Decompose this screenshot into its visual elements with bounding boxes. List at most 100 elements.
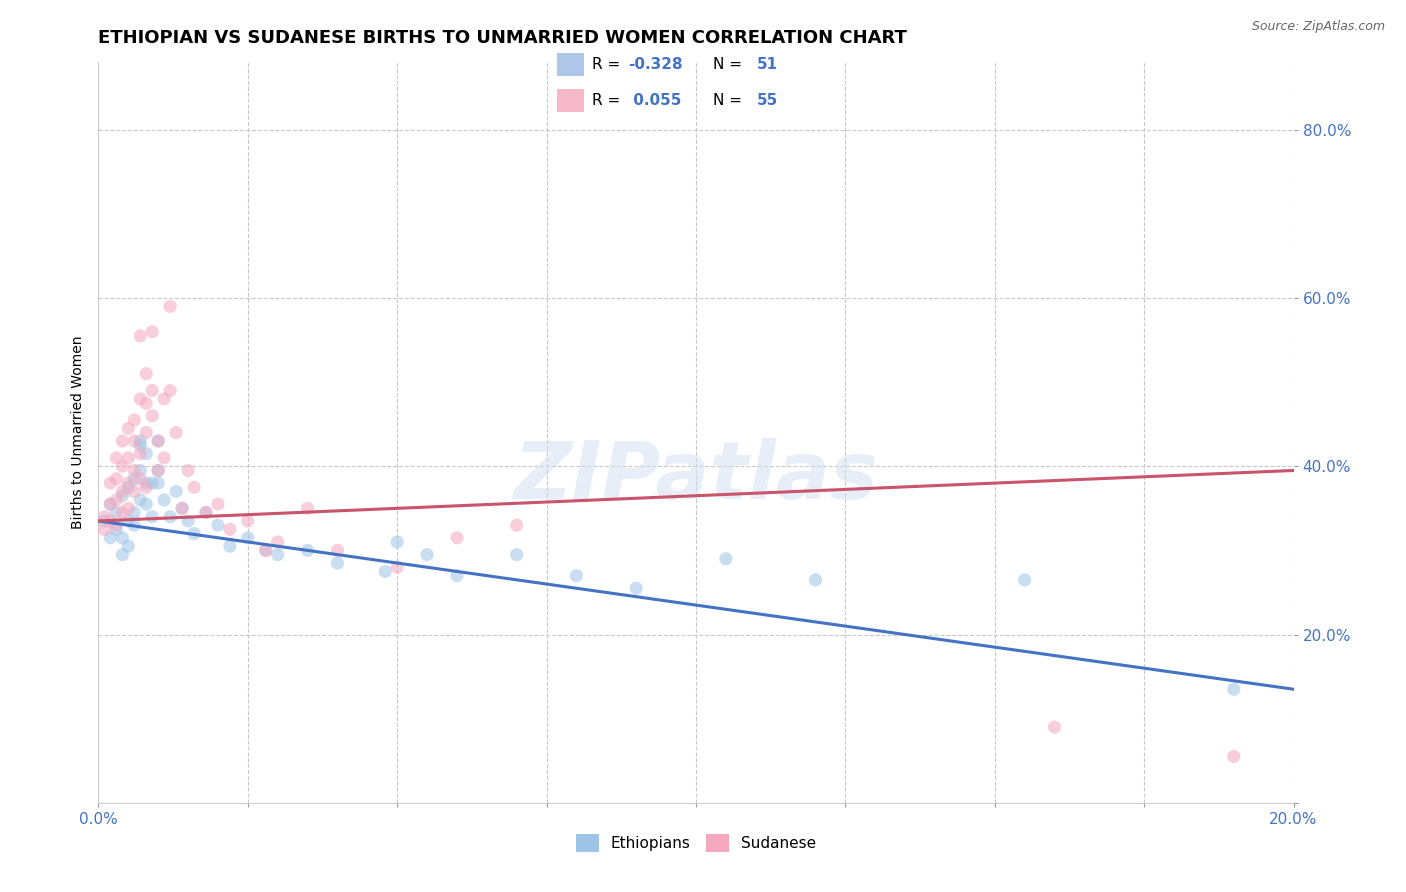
- Point: [93, 509, 115, 524]
- Point: [1223, 749, 1246, 764]
- Point: [326, 543, 349, 558]
- Point: [141, 325, 163, 339]
- Point: [141, 476, 163, 491]
- Point: [148, 476, 170, 491]
- Point: [129, 492, 152, 507]
- Point: [219, 522, 242, 536]
- Point: [129, 472, 152, 486]
- Point: [385, 535, 409, 549]
- Point: [129, 392, 152, 406]
- Point: [254, 543, 277, 558]
- Point: [98, 531, 122, 545]
- Point: [111, 548, 134, 562]
- Text: R =: R =: [592, 93, 626, 108]
- Point: [326, 556, 349, 570]
- Point: [172, 501, 194, 516]
- Point: [105, 522, 128, 536]
- Point: [297, 543, 319, 558]
- Point: [135, 476, 157, 491]
- Point: [111, 459, 134, 474]
- Y-axis label: Births to Unmarried Women: Births to Unmarried Women: [70, 336, 84, 529]
- Point: [124, 484, 146, 499]
- Point: [159, 384, 181, 398]
- Point: [129, 434, 152, 448]
- Point: [135, 480, 157, 494]
- Point: [159, 509, 181, 524]
- Point: [148, 434, 170, 448]
- Point: [105, 472, 128, 486]
- Point: [148, 434, 170, 448]
- Point: [141, 409, 163, 423]
- Point: [159, 300, 181, 314]
- Text: R =: R =: [592, 57, 626, 71]
- Point: [626, 581, 648, 595]
- Point: [98, 514, 122, 528]
- Point: [1014, 573, 1036, 587]
- Point: [98, 476, 122, 491]
- Point: [385, 560, 409, 574]
- Point: [1043, 720, 1066, 734]
- Point: [446, 531, 468, 545]
- Point: [1223, 682, 1246, 697]
- Point: [111, 434, 134, 448]
- Point: [117, 450, 139, 465]
- Point: [506, 518, 529, 533]
- Point: [129, 438, 152, 452]
- Point: [117, 501, 139, 516]
- Text: ETHIOPIAN VS SUDANESE BIRTHS TO UNMARRIED WOMEN CORRELATION CHART: ETHIOPIAN VS SUDANESE BIRTHS TO UNMARRIE…: [98, 29, 907, 47]
- Point: [374, 565, 396, 579]
- Point: [124, 518, 146, 533]
- Point: [195, 506, 218, 520]
- Text: 51: 51: [756, 57, 778, 71]
- Point: [183, 480, 205, 494]
- Point: [93, 522, 115, 536]
- Point: [124, 472, 146, 486]
- Point: [172, 501, 194, 516]
- Point: [446, 568, 468, 582]
- Point: [111, 531, 134, 545]
- Point: [117, 514, 139, 528]
- Bar: [557, 53, 583, 76]
- Point: [177, 514, 200, 528]
- Point: [111, 506, 134, 520]
- Point: [207, 518, 229, 533]
- Legend: Ethiopians, Sudanese: Ethiopians, Sudanese: [569, 829, 823, 858]
- Point: [207, 497, 229, 511]
- Point: [141, 384, 163, 398]
- Point: [124, 434, 146, 448]
- Text: -0.328: -0.328: [628, 57, 682, 71]
- Point: [177, 463, 200, 477]
- Point: [416, 548, 439, 562]
- Point: [183, 526, 205, 541]
- Point: [148, 463, 170, 477]
- Point: [254, 543, 277, 558]
- Point: [117, 539, 139, 553]
- Point: [267, 548, 290, 562]
- Point: [165, 484, 187, 499]
- Point: [804, 573, 827, 587]
- Point: [153, 492, 176, 507]
- Point: [135, 425, 157, 440]
- Point: [129, 447, 152, 461]
- Point: [195, 506, 218, 520]
- Point: [148, 463, 170, 477]
- Text: ZIPatlas: ZIPatlas: [513, 438, 879, 516]
- Point: [219, 539, 242, 553]
- Point: [267, 535, 290, 549]
- Point: [141, 509, 163, 524]
- Text: N =: N =: [713, 93, 747, 108]
- Text: 55: 55: [756, 93, 778, 108]
- Point: [117, 421, 139, 435]
- Point: [135, 367, 157, 381]
- Point: [153, 392, 176, 406]
- Point: [506, 548, 529, 562]
- Point: [129, 463, 152, 477]
- Point: [236, 514, 259, 528]
- Point: [236, 531, 259, 545]
- Bar: [557, 89, 583, 112]
- Point: [105, 518, 128, 533]
- Point: [93, 514, 115, 528]
- Point: [129, 329, 152, 343]
- Point: [117, 476, 139, 491]
- Point: [135, 396, 157, 410]
